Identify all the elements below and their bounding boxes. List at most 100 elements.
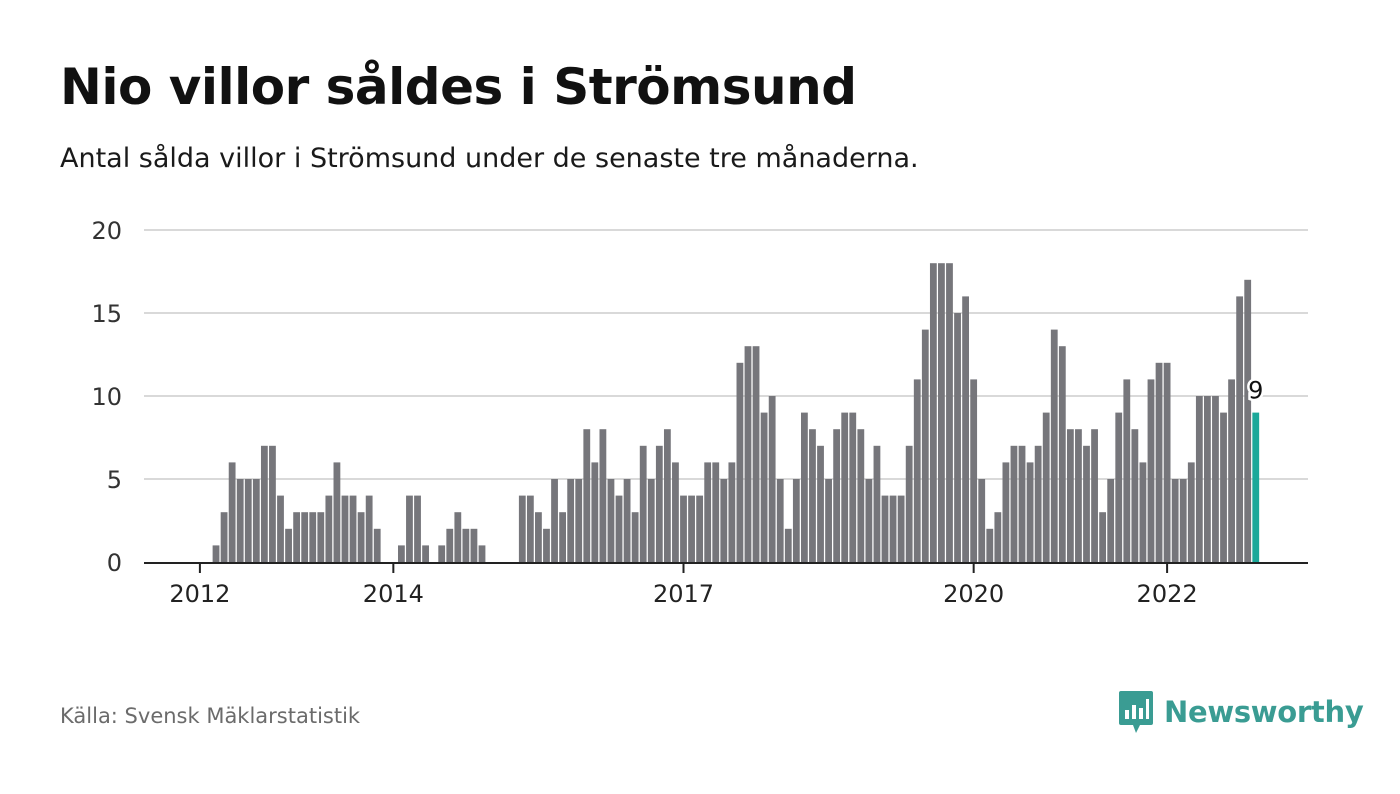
bar [1042, 412, 1050, 562]
bar [446, 528, 454, 562]
logo-text: Newsworthy [1164, 695, 1364, 729]
bar [1034, 445, 1042, 562]
x-tick-label: 2017 [653, 580, 714, 608]
bar [1228, 379, 1235, 562]
bar [1155, 362, 1163, 562]
bar [1131, 429, 1139, 562]
bar [220, 512, 228, 562]
bar [962, 296, 969, 562]
bar [293, 512, 301, 562]
bar [1091, 429, 1098, 562]
x-tick-label: 2020 [943, 580, 1004, 608]
bar [704, 462, 712, 562]
bar [277, 495, 284, 562]
bar [921, 329, 929, 562]
bar [543, 528, 550, 562]
bar [1147, 379, 1155, 562]
bar [559, 512, 566, 562]
bar [792, 479, 800, 562]
bar [784, 528, 792, 562]
bar [905, 445, 913, 562]
bar [946, 263, 953, 562]
bar [1115, 412, 1123, 562]
bar [1010, 445, 1018, 562]
bar [518, 495, 526, 562]
bar [551, 479, 558, 562]
bar [889, 495, 897, 562]
y-axis-labels: 0 5 10 15 20 [91, 217, 122, 577]
bar [688, 495, 695, 562]
bar [615, 495, 623, 562]
bar [357, 512, 365, 562]
bar [720, 479, 728, 562]
bar [1244, 279, 1252, 562]
bar [728, 462, 736, 562]
bar [607, 479, 615, 562]
bar [752, 346, 760, 562]
bar [663, 429, 671, 562]
chart-title: Nio villor såldes i Strömsund [60, 58, 857, 116]
bar [776, 479, 784, 562]
bar [825, 479, 832, 562]
bar [938, 263, 945, 562]
source-note: Källa: Svensk Mäklarstatistik [60, 704, 361, 728]
bar [317, 512, 325, 562]
bar [260, 445, 268, 562]
bar [365, 495, 373, 562]
x-axis: 2012 2014 2017 2020 2022 [144, 562, 1308, 608]
bar [639, 445, 647, 562]
bar [341, 495, 349, 562]
y-tick-label: 10 [91, 383, 122, 411]
bar [269, 445, 276, 562]
bar [857, 429, 865, 562]
bar [470, 528, 478, 562]
bar [1075, 429, 1082, 562]
bar [647, 479, 655, 562]
bar [913, 379, 921, 562]
bar [873, 445, 881, 562]
bar [349, 495, 357, 562]
bar [228, 462, 236, 562]
bar [623, 479, 631, 562]
y-tick-label: 15 [91, 300, 122, 328]
bar [1123, 379, 1131, 562]
y-tick-label: 20 [91, 217, 122, 245]
bar [325, 495, 333, 562]
bar [414, 495, 421, 562]
bar [986, 528, 994, 562]
bar [212, 545, 220, 562]
x-tick-label: 2012 [169, 580, 230, 608]
bar [760, 412, 768, 562]
bar [978, 479, 986, 562]
bar [1204, 396, 1211, 562]
bar [696, 495, 704, 562]
bar [736, 362, 744, 562]
bar [881, 495, 889, 562]
bar [1002, 462, 1010, 562]
bar [1236, 296, 1244, 562]
data-labels: 9 [1246, 374, 1266, 407]
bar [1220, 412, 1227, 562]
x-tick-label: 2022 [1137, 580, 1198, 608]
bar [1179, 479, 1187, 562]
bar [398, 545, 405, 562]
bar [1187, 462, 1195, 562]
bar [1018, 445, 1026, 562]
x-tick-label: 2014 [363, 580, 424, 608]
bar [462, 528, 470, 562]
bar [236, 479, 244, 562]
bar [817, 445, 824, 562]
bars [212, 263, 1260, 562]
y-tick-label: 0 [107, 549, 122, 577]
bar [1083, 445, 1090, 562]
bar [833, 429, 841, 562]
newsworthy-logo[interactable]: Newsworthy [1118, 690, 1364, 734]
bar [929, 263, 937, 562]
bar [285, 528, 292, 562]
bar [333, 462, 341, 562]
bar [1252, 412, 1260, 562]
bar [865, 479, 873, 562]
bar [849, 412, 857, 562]
data-label: 9 [1248, 377, 1263, 405]
chart-subtitle: Antal sålda villor i Strömsund under de … [60, 143, 919, 174]
